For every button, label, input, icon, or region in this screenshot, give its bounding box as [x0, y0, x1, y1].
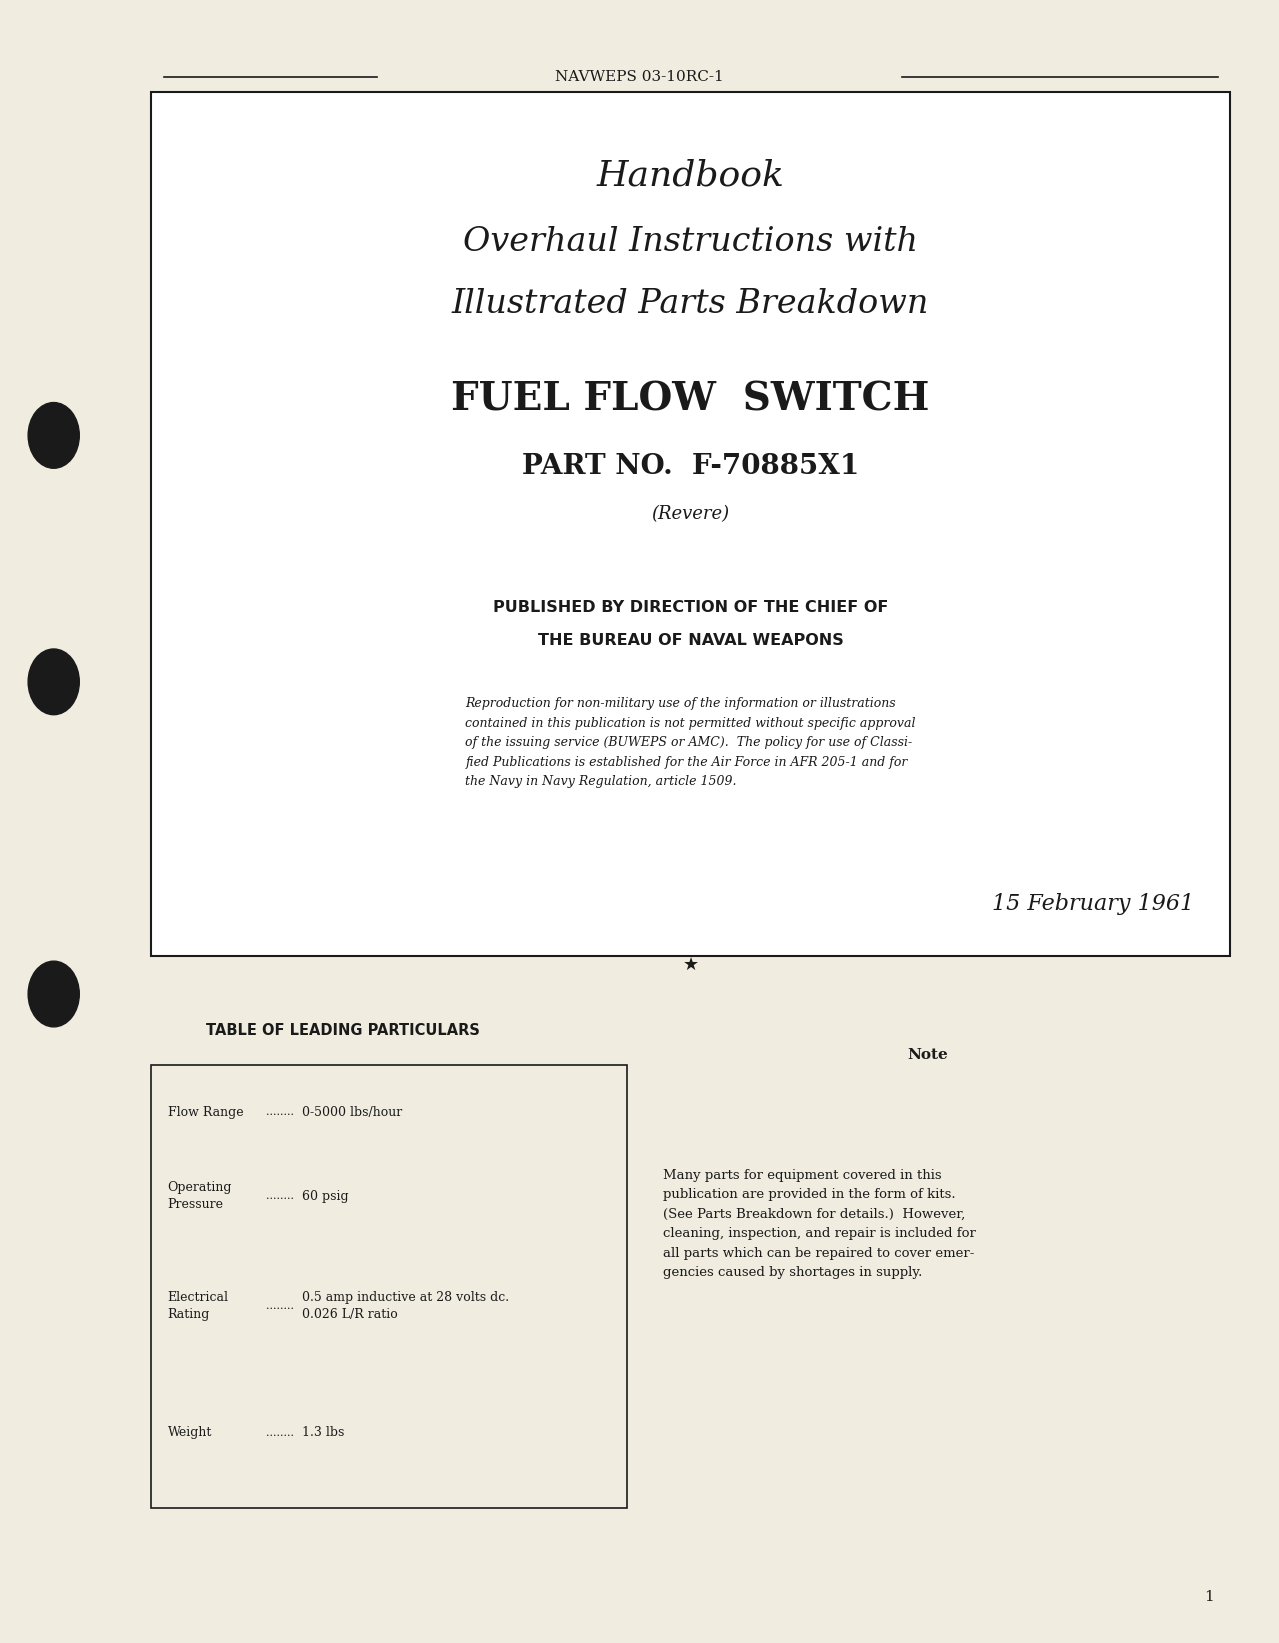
Circle shape: [28, 649, 79, 715]
Text: ........: ........: [266, 1107, 294, 1117]
Text: Operating
Pressure: Operating Pressure: [168, 1181, 231, 1211]
Text: 0.5 amp inductive at 28 volts dc.
0.026 L/R ratio: 0.5 amp inductive at 28 volts dc. 0.026 …: [302, 1291, 509, 1321]
Text: ........: ........: [266, 1428, 294, 1438]
Text: 1.3 lbs: 1.3 lbs: [302, 1426, 344, 1439]
Text: PUBLISHED BY DIRECTION OF THE CHIEF OF: PUBLISHED BY DIRECTION OF THE CHIEF OF: [492, 600, 889, 616]
Bar: [151, 1065, 627, 1508]
Text: Illustrated Parts Breakdown: Illustrated Parts Breakdown: [451, 288, 930, 320]
Text: NAVWEPS 03-10RC-1: NAVWEPS 03-10RC-1: [555, 71, 724, 84]
Text: FUEL FLOW  SWITCH: FUEL FLOW SWITCH: [451, 380, 930, 419]
Circle shape: [28, 961, 79, 1027]
Text: Flow Range: Flow Range: [168, 1106, 243, 1119]
Text: Note: Note: [907, 1048, 948, 1061]
Text: PART NO.  F-70885X1: PART NO. F-70885X1: [522, 453, 859, 480]
Text: Electrical
Rating: Electrical Rating: [168, 1291, 229, 1321]
Text: Handbook: Handbook: [597, 159, 784, 192]
Text: ★: ★: [683, 956, 698, 973]
Text: 0-5000 lbs/hour: 0-5000 lbs/hour: [302, 1106, 402, 1119]
Text: TABLE OF LEADING PARTICULARS: TABLE OF LEADING PARTICULARS: [206, 1022, 480, 1038]
Text: ........: ........: [266, 1191, 294, 1201]
Text: (Revere): (Revere): [651, 506, 730, 522]
Text: ........: ........: [266, 1301, 294, 1311]
Text: 15 February 1961: 15 February 1961: [993, 892, 1195, 915]
Bar: [151, 92, 1230, 956]
Text: 1: 1: [1204, 1590, 1214, 1604]
Text: 60 psig: 60 psig: [302, 1190, 348, 1203]
Circle shape: [28, 403, 79, 468]
Text: Weight: Weight: [168, 1426, 212, 1439]
Text: THE BUREAU OF NAVAL WEAPONS: THE BUREAU OF NAVAL WEAPONS: [537, 633, 844, 649]
Text: Reproduction for non-military use of the information or illustrations
contained : Reproduction for non-military use of the…: [466, 697, 916, 789]
Text: Many parts for equipment covered in this
publication are provided in the form of: Many parts for equipment covered in this…: [663, 1168, 976, 1280]
Text: Overhaul Instructions with: Overhaul Instructions with: [463, 225, 918, 258]
